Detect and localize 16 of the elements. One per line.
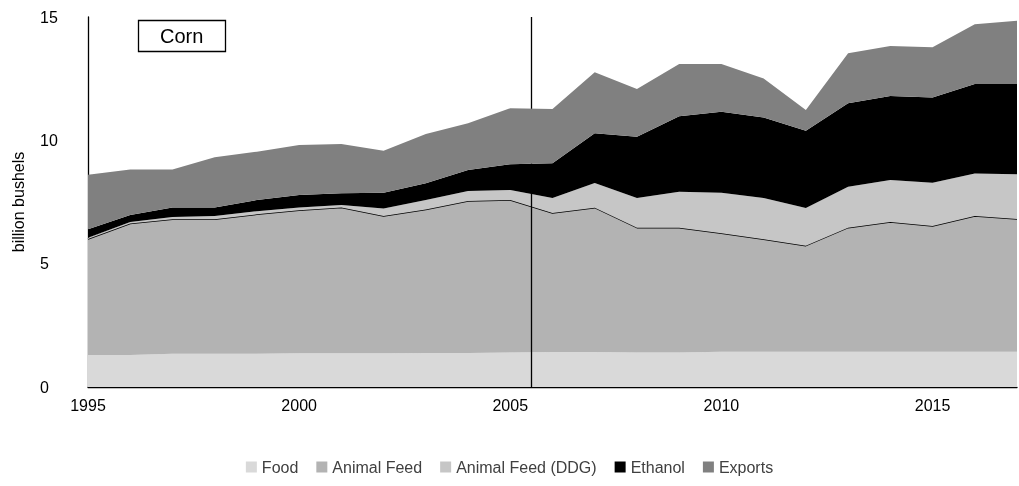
x-tick-label: 2015	[914, 396, 951, 414]
x-tick-label: 2000	[281, 396, 318, 414]
x-tick-label: 2005	[492, 396, 529, 414]
legend-label: Exports	[718, 458, 774, 476]
y-axis-title: billion bushels	[9, 151, 27, 253]
legend-label: Animal Feed	[332, 458, 423, 476]
y-tick-label: 15	[40, 8, 58, 26]
x-tick-label: 1995	[70, 396, 106, 414]
legend-label: Food	[261, 458, 299, 476]
y-tick-label: 5	[40, 255, 49, 273]
y-tick-label: 10	[40, 131, 58, 149]
y-tick-label: 0	[40, 378, 49, 396]
chart-title: Corn	[160, 25, 204, 47]
legend-label: Ethanol	[630, 458, 685, 476]
legend-label: Animal Feed (DDG)	[456, 458, 597, 476]
x-tick-label: 2010	[703, 396, 740, 414]
